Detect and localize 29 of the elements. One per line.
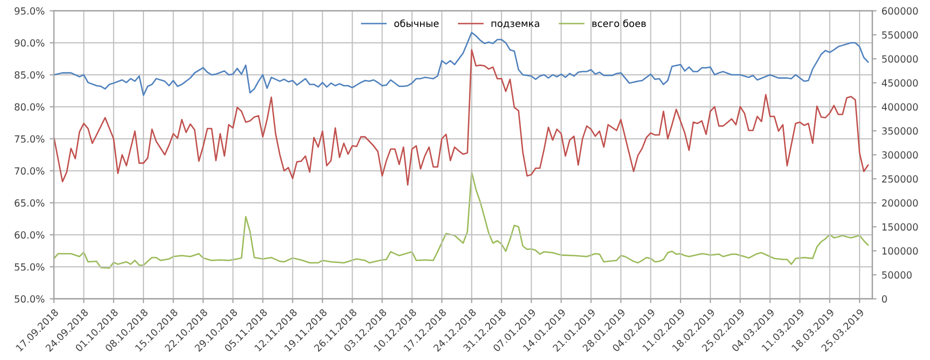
line-series <box>54 49 869 186</box>
y2-tick-label: 200000 <box>882 199 918 207</box>
line-series <box>54 32 869 96</box>
y2-tick-label: 500000 <box>882 55 918 63</box>
y-tick-label: 95.0% <box>14 7 44 15</box>
y2-tick-label: 100000 <box>882 247 918 255</box>
y-tick-label: 55.0% <box>14 263 44 271</box>
line-series <box>54 171 869 269</box>
legend-label: всего боев <box>592 19 646 28</box>
legend-label: обычные <box>394 19 439 28</box>
y-tick-label: 75.0% <box>14 135 44 143</box>
y-tick-label: 90.0% <box>14 39 44 47</box>
y-tick-label: 50.0% <box>14 295 44 303</box>
y-tick-label: 70.0% <box>14 167 44 175</box>
y2-tick-label: 300000 <box>882 151 918 159</box>
y-tick-label: 80.0% <box>14 103 44 111</box>
y-tick-label: 60.0% <box>14 231 44 239</box>
y2-tick-label: 250000 <box>882 175 918 183</box>
legend-label: подземка <box>492 21 540 28</box>
y2-tick-label: 400000 <box>882 103 918 111</box>
y-tick-label: 65.0% <box>14 199 44 207</box>
y2-tick-label: 550000 <box>882 31 918 39</box>
y2-tick-label: 350000 <box>882 127 918 135</box>
y2-tick-label: 150000 <box>882 223 918 231</box>
y2-tick-label: 0 <box>882 295 887 303</box>
y2-tick-label: 450000 <box>882 79 918 87</box>
y2-tick-label: 600000 <box>882 7 918 15</box>
y2-tick-label: 50000 <box>882 271 912 279</box>
y-tick-label: 85.0% <box>14 71 44 79</box>
